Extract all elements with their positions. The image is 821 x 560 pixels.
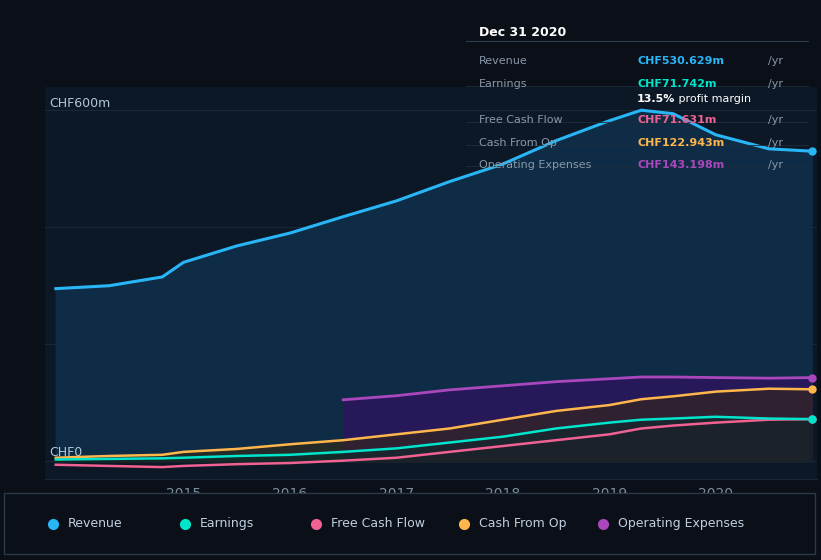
Text: Operating Expenses: Operating Expenses: [618, 517, 745, 530]
Text: Cash From Op: Cash From Op: [479, 138, 557, 148]
Text: Dec 31 2020: Dec 31 2020: [479, 26, 566, 39]
Bar: [4, 493, 815, 554]
Text: /yr: /yr: [768, 56, 782, 66]
Text: CHF600m: CHF600m: [49, 97, 110, 110]
Text: Revenue: Revenue: [68, 517, 123, 530]
Text: Revenue: Revenue: [479, 56, 528, 66]
Text: 13.5%: 13.5%: [637, 94, 676, 104]
Text: CHF71.631m: CHF71.631m: [637, 115, 717, 125]
Text: CHF530.629m: CHF530.629m: [637, 56, 724, 66]
Text: Earnings: Earnings: [479, 79, 528, 89]
Text: profit margin: profit margin: [675, 94, 751, 104]
Text: CHF71.742m: CHF71.742m: [637, 79, 717, 89]
Text: /yr: /yr: [768, 79, 782, 89]
Text: Free Cash Flow: Free Cash Flow: [479, 115, 563, 125]
Text: CHF122.943m: CHF122.943m: [637, 138, 724, 148]
Text: /yr: /yr: [768, 138, 782, 148]
Text: Cash From Op: Cash From Op: [479, 517, 566, 530]
Text: /yr: /yr: [768, 115, 782, 125]
Text: Free Cash Flow: Free Cash Flow: [331, 517, 424, 530]
Text: /yr: /yr: [768, 160, 782, 170]
Text: Operating Expenses: Operating Expenses: [479, 160, 592, 170]
Text: Earnings: Earnings: [200, 517, 254, 530]
Text: CHF143.198m: CHF143.198m: [637, 160, 724, 170]
Text: CHF0: CHF0: [49, 446, 82, 459]
